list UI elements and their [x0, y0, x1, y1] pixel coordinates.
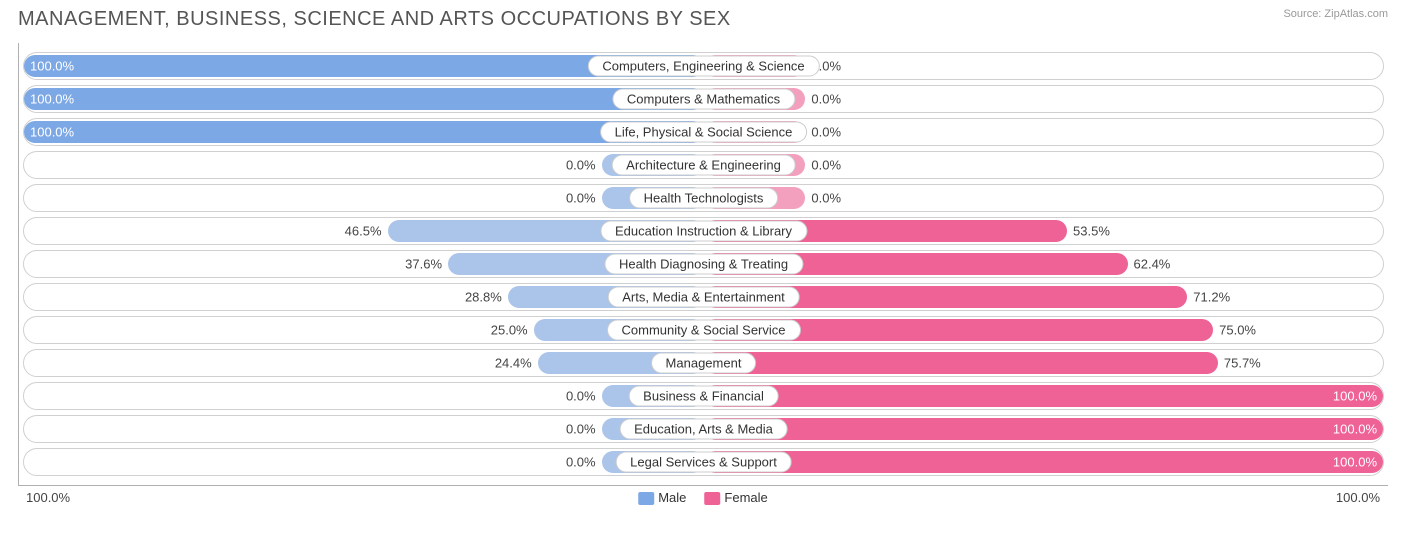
- chart-source: Source: ZipAtlas.com: [1283, 8, 1388, 20]
- chart-row: 28.8% 71.2% Arts, Media & Entertainment: [23, 283, 1384, 311]
- female-value-label: 0.0%: [811, 92, 841, 107]
- female-value-label: 53.5%: [1073, 224, 1110, 239]
- category-label: Education, Arts & Media: [619, 419, 788, 440]
- female-bar: [704, 385, 1384, 407]
- chart-row: 100.0% 0.0%Life, Physical & Social Scienc…: [23, 118, 1384, 146]
- category-label: Life, Physical & Social Science: [600, 122, 808, 143]
- male-value-label: 0.0%: [566, 191, 596, 206]
- male-value-label: 24.4%: [495, 356, 532, 371]
- chart-row: 100.0% 0.0% Computers & Mathematics: [23, 85, 1384, 113]
- chart-title: MANAGEMENT, BUSINESS, SCIENCE AND ARTS O…: [18, 8, 731, 31]
- male-value-label: 100.0%: [30, 92, 74, 107]
- category-label: Community & Social Service: [607, 320, 801, 341]
- category-label: Business & Financial: [628, 386, 779, 407]
- chart-row: 46.5% 53.5% Education Instruction & Librar…: [23, 217, 1384, 245]
- female-value-label: 100.0%: [1333, 389, 1377, 404]
- female-value-label: 71.2%: [1193, 290, 1230, 305]
- legend-male-label: Male: [658, 490, 686, 505]
- legend-male: Male: [638, 490, 686, 505]
- female-value-label: 62.4%: [1134, 257, 1171, 272]
- male-value-label: 25.0%: [491, 323, 528, 338]
- axis-label-row: 100.0% Male Female 100.0%: [18, 486, 1388, 505]
- chart-row: 25.0% 75.0% Community & Social Service: [23, 316, 1384, 344]
- male-value-label: 0.0%: [566, 455, 596, 470]
- chart-row: 24.4% 75.7% Management: [23, 349, 1384, 377]
- legend-male-swatch: [638, 492, 654, 505]
- male-value-label: 46.5%: [345, 224, 382, 239]
- male-value-label: 28.8%: [465, 290, 502, 305]
- male-value-label: 37.6%: [405, 257, 442, 272]
- female-bar: [704, 451, 1384, 473]
- chart-legend: Male Female: [638, 490, 768, 505]
- category-label: Legal Services & Support: [615, 452, 792, 473]
- chart-header: MANAGEMENT, BUSINESS, SCIENCE AND ARTS O…: [18, 8, 1388, 31]
- legend-female-swatch: [704, 492, 720, 505]
- male-value-label: 0.0%: [566, 422, 596, 437]
- axis-right-label: 100.0%: [1336, 490, 1380, 505]
- axis-left-label: 100.0%: [26, 490, 70, 505]
- male-value-label: 100.0%: [30, 59, 74, 74]
- category-label: Health Technologists: [629, 188, 779, 209]
- chart-row: 100.0%0.0%Computers, Engineering & Scien…: [23, 52, 1384, 80]
- female-value-label: 100.0%: [1333, 455, 1377, 470]
- female-value-label: 75.0%: [1219, 323, 1256, 338]
- legend-female-label: Female: [724, 490, 767, 505]
- category-label: Education Instruction & Library: [600, 221, 807, 242]
- male-value-label: 0.0%: [566, 158, 596, 173]
- category-label: Management: [651, 353, 757, 374]
- category-label: Arts, Media & Entertainment: [607, 287, 800, 308]
- chart-row: 0.0% 100.0% Legal Services & Support: [23, 448, 1384, 476]
- chart-row: 0.0% 100.0% Business & Financial: [23, 382, 1384, 410]
- female-value-label: 0.0%: [811, 191, 841, 206]
- chart-row: 37.6% 62.4% Health Diagnosing & Treating: [23, 250, 1384, 278]
- category-label: Health Diagnosing & Treating: [604, 254, 803, 275]
- male-bar: [24, 88, 704, 110]
- female-value-label: 0.0%: [811, 125, 841, 140]
- female-value-label: 100.0%: [1333, 422, 1377, 437]
- male-value-label: 0.0%: [566, 389, 596, 404]
- category-label: Computers & Mathematics: [612, 89, 795, 110]
- male-value-label: 100.0%: [30, 125, 74, 140]
- female-bar: [704, 352, 1218, 374]
- legend-female: Female: [704, 490, 767, 505]
- chart-row: 0.0% 0.0% Architecture & Engineering: [23, 151, 1384, 179]
- chart-row: 0.0% 0.0% Health Technologists: [23, 184, 1384, 212]
- female-value-label: 75.7%: [1224, 356, 1261, 371]
- category-label: Architecture & Engineering: [611, 155, 796, 176]
- chart-row: 0.0% 100.0% Education, Arts & Media: [23, 415, 1384, 443]
- female-value-label: 0.0%: [811, 158, 841, 173]
- category-label: Computers, Engineering & Science: [587, 56, 819, 77]
- female-bar: [704, 418, 1384, 440]
- chart-plot-area: 100.0% 0.0% Computers, Engineering & Scien…: [18, 43, 1388, 486]
